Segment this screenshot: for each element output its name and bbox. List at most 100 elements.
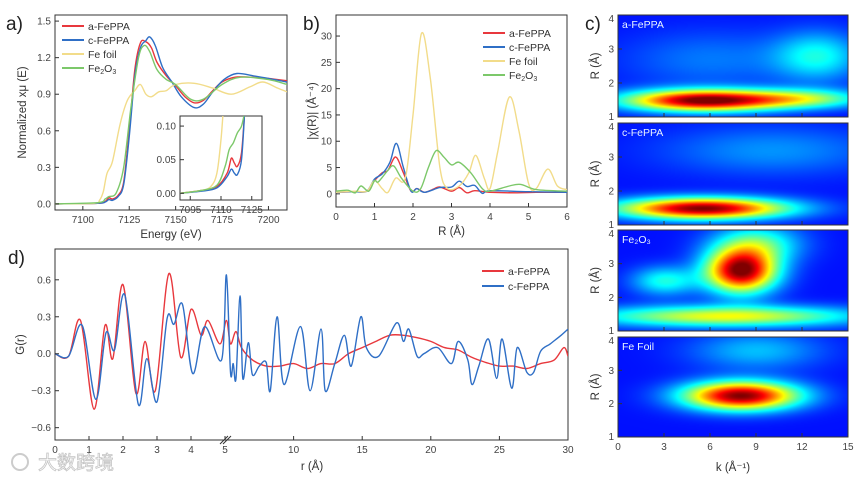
x-tick-label: 1 (372, 212, 378, 223)
y-axis-label: R (Å) (589, 52, 602, 79)
x-tick-label: 10 (288, 445, 300, 456)
text: O (104, 63, 112, 75)
y-tick-label: 0 (326, 189, 332, 200)
series-line-fe2o3 (336, 149, 567, 194)
series-group (55, 36, 287, 205)
y-tick-label: 15 (321, 110, 333, 121)
series-line-a-feppa (55, 39, 287, 205)
heatmap-panel: Fe Foil 1 2 3 4 R (Å) (589, 336, 849, 443)
x-tick-label: 7150 (165, 215, 188, 226)
y-tick-label: 0.05 (157, 155, 177, 166)
heatmap-frame (617, 122, 849, 226)
axes-b-frame (335, 14, 568, 208)
y-tick-label: 1.2 (37, 53, 51, 64)
series-line-fe-foil (55, 81, 287, 205)
series-line-c-feppa (180, 116, 246, 194)
x-tick-label: 0 (333, 212, 339, 223)
axis-break-icon (219, 435, 232, 445)
x-tick-label: 9 (753, 442, 759, 453)
y-tick-label: 1 (608, 326, 614, 337)
x-tick-label: 1 (86, 445, 92, 456)
heatmap-frame (617, 229, 849, 332)
y-tick-label: 25 (321, 58, 333, 69)
legend-label: Fe2O3 (88, 63, 116, 76)
axes-a-inset-frame (179, 115, 263, 201)
chart-d-pdf: 0 1 2 3 4 5 10 15 20 25 30 −0.6 −0.3 0.0 0.3 0.6 a-FePPA… (15, 248, 574, 473)
x-tick-label: 6 (564, 212, 570, 223)
x-tick-label: 7125 (241, 205, 264, 216)
y-tick-label: 3 (608, 366, 614, 377)
panel-label-c: c) (585, 14, 601, 35)
series-line-fe2o3 (180, 116, 245, 194)
legend-label: Fe foil (509, 56, 538, 68)
x-axis-label: R (Å) (438, 225, 465, 238)
heatmap-image (618, 337, 848, 437)
panel-label-d: d) (8, 248, 25, 269)
legend-label: Fe foil (88, 49, 117, 61)
y-tick-label: 2 (608, 293, 614, 304)
series-line-c-feppa (336, 142, 567, 195)
heatmap-image (618, 123, 848, 225)
y-tick-label: 0.0 (37, 349, 51, 360)
x-tick-label: 3 (449, 212, 455, 223)
y-axis-label: |χ(R)| (Å⁻⁴) (306, 82, 319, 140)
x-tick-label: 0 (615, 442, 621, 453)
subscript: 3 (533, 76, 537, 83)
y-tick-label: 20 (321, 84, 333, 95)
chart-b-ft-exafs: 0 1 2 3 4 5 6 0 5 10 15 20 25 30 a-FePPA c-FePPA Fe foil… (306, 14, 570, 238)
y-tick-label: 0.00 (157, 189, 177, 200)
text: O (525, 70, 533, 82)
x-tick-label: 3 (661, 442, 667, 453)
y-tick-label: 0.0 (37, 199, 51, 210)
y-tick-label: 4 (608, 336, 614, 347)
series-line-fe-foil (336, 31, 567, 194)
y-tick-label: 2 (608, 187, 614, 198)
series-line-fe2o3 (55, 44, 287, 205)
series-group (180, 116, 246, 194)
y-tick-label: 1 (608, 220, 614, 231)
y-tick-label: 10 (321, 137, 333, 148)
y-tick-label: −0.3 (31, 386, 51, 397)
y-axis-label: R (Å) (589, 267, 602, 294)
x-tick-label: 4 (188, 445, 194, 456)
x-tick-label: 3 (154, 445, 160, 456)
x-tick-label: 7095 (179, 205, 202, 216)
chart-a-xanes: 7100 7125 7150 7175 7200 0.0 0.3 0.6 0.9 1.2 1.5 a-… (17, 14, 288, 241)
x-axis-label: Energy (eV) (140, 229, 202, 241)
x-axis-label: k (Å⁻¹) (716, 461, 750, 474)
heatmap-title: c-FePPA (622, 127, 663, 139)
y-axis-label: R (Å) (589, 160, 602, 187)
y-tick-label: 0.9 (37, 90, 51, 101)
legend-label: Fe2O3 (509, 70, 537, 83)
heatmap-panel: Fe₂O₃ 1 2 3 4 R (Å) (589, 229, 849, 337)
heatmap-panel: a-FePPA 1 2 3 4 R (Å) (589, 14, 849, 123)
legend-label: c-FePPA (88, 35, 129, 47)
y-tick-label: 3 (608, 259, 614, 270)
y-tick-label: 4 (608, 122, 614, 133)
panel-label-a: a) (6, 14, 23, 35)
x-tick-label: 15 (842, 442, 854, 453)
legend-label: a-FePPA (509, 28, 551, 40)
x-tick-label: 30 (562, 445, 574, 456)
x-tick-label: 2 (120, 445, 126, 456)
series-line-c-feppa (55, 274, 568, 407)
axes-d-frame (54, 248, 569, 441)
legend-label: a-FePPA (88, 21, 130, 33)
panel-label-b: b) (303, 14, 320, 35)
y-axis-label: G(r) (15, 334, 27, 355)
inset-chart: 7095 7110 7125 0.00 0.05 0.10 (157, 115, 264, 216)
x-tick-label: 5 (526, 212, 532, 223)
y-tick-label: 3 (608, 45, 614, 56)
x-tick-label: 5 (222, 445, 228, 456)
y-tick-label: −0.6 (31, 423, 51, 434)
heatmap-image (618, 15, 848, 117)
y-tick-label: 0.6 (37, 275, 51, 286)
x-tick-label: 15 (357, 445, 369, 456)
heatmap-panel: c-FePPA 1 2 3 4 R (Å) (589, 122, 849, 231)
y-tick-label: 0.3 (37, 163, 51, 174)
y-tick-label: 5 (326, 163, 332, 174)
x-tick-label: 7100 (72, 215, 95, 226)
series-group (55, 272, 568, 410)
subscript: 3 (112, 69, 116, 76)
